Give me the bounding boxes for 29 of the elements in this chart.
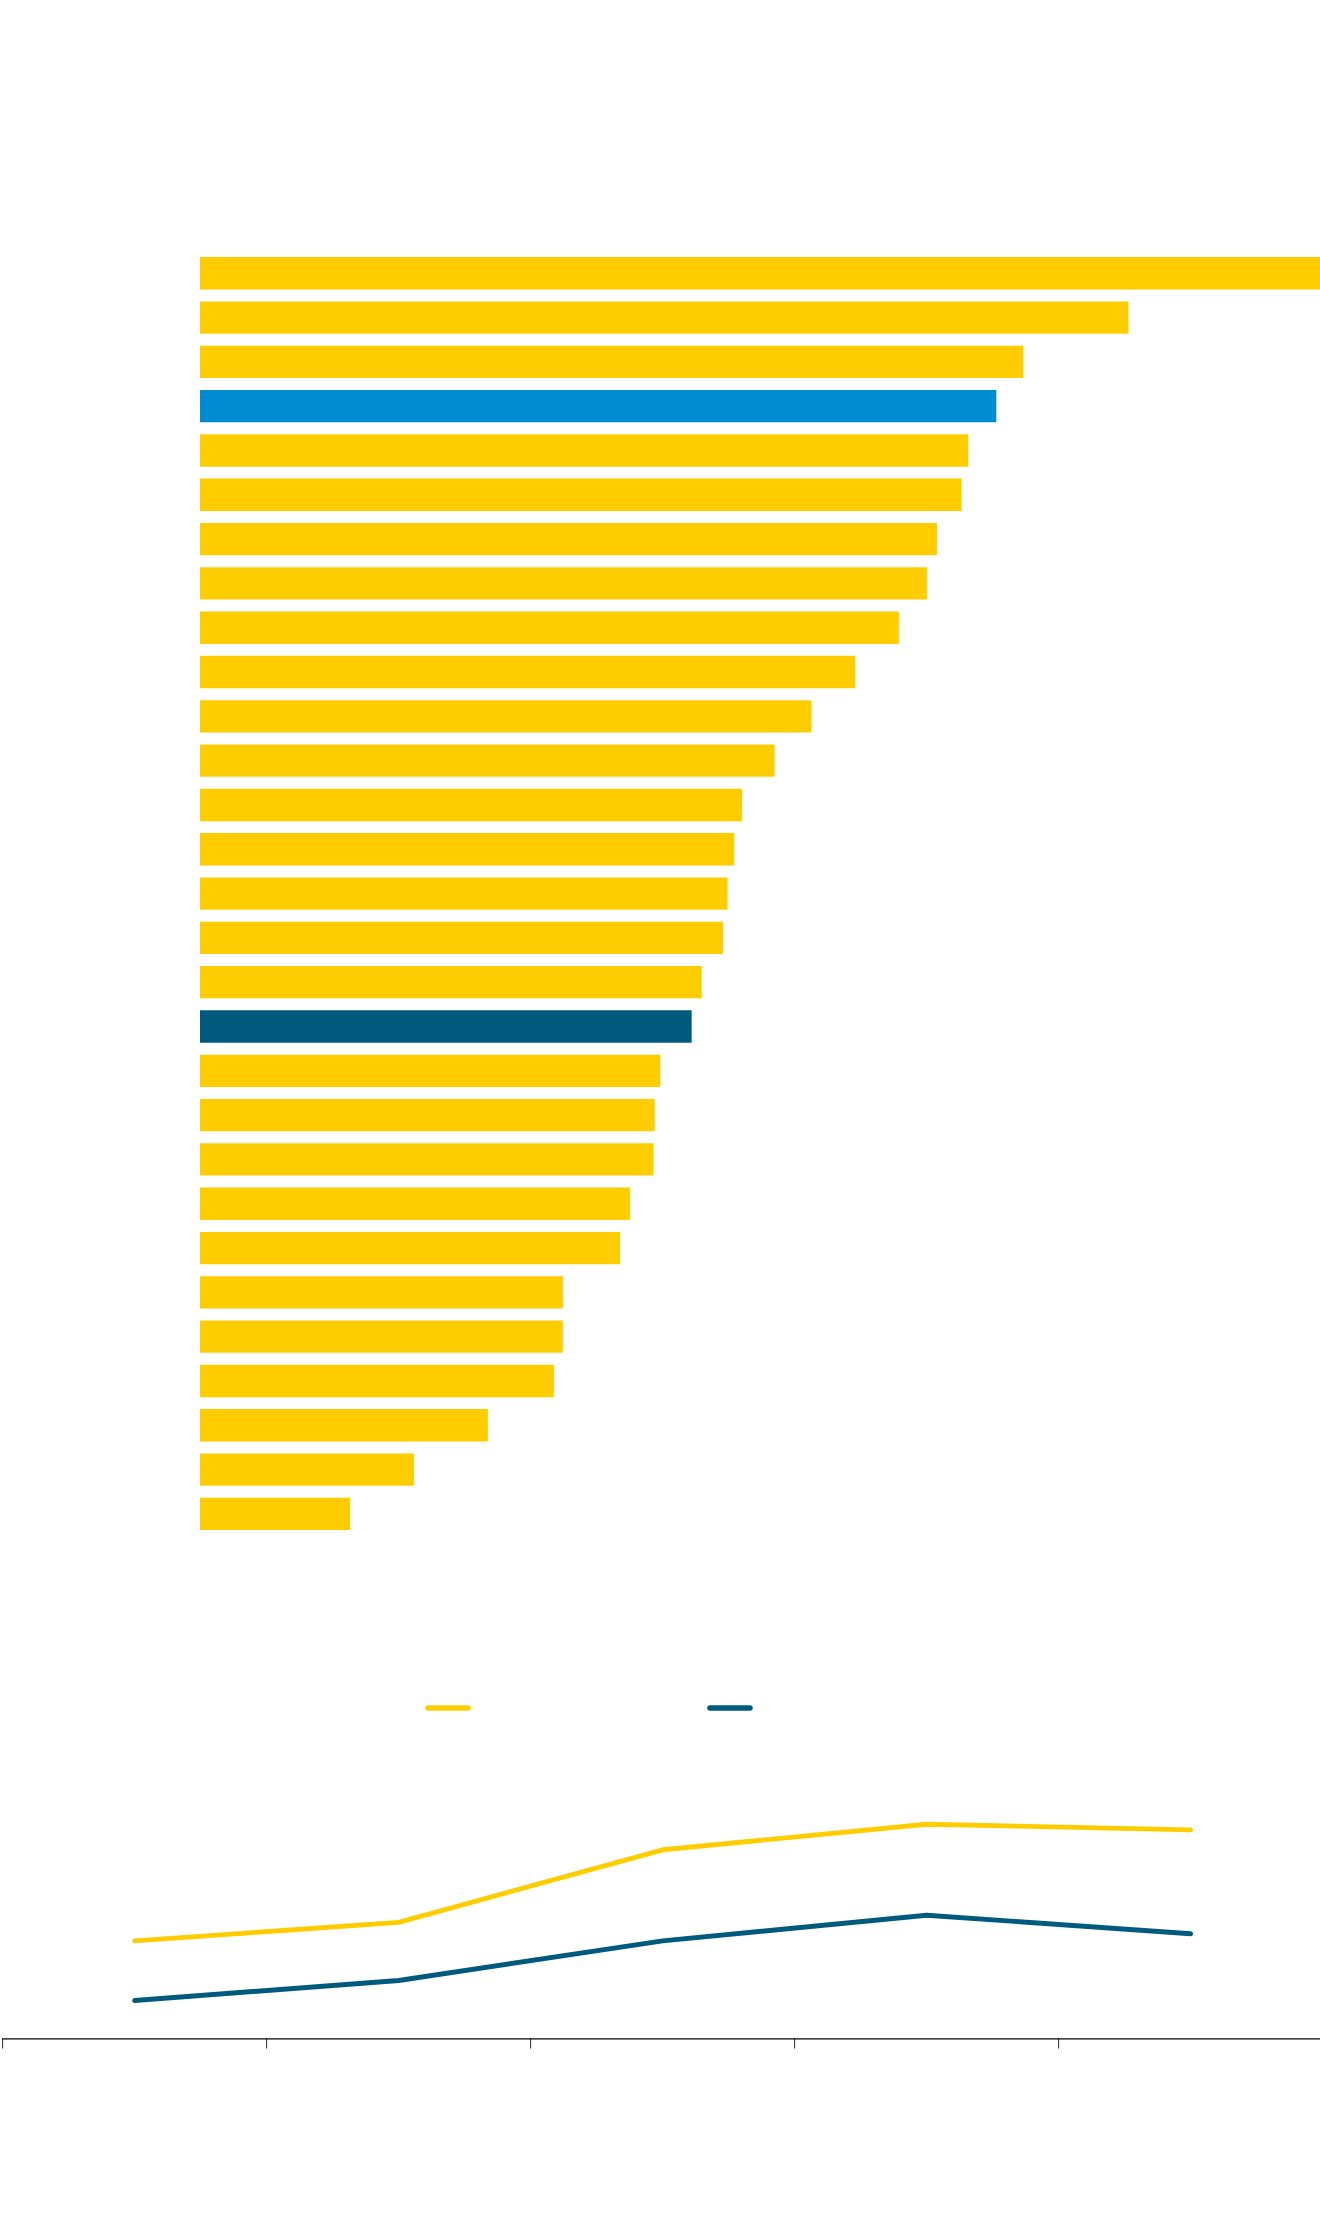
bar	[199, 1409, 488, 1442]
bar	[199, 1010, 692, 1043]
bar	[199, 257, 1320, 290]
bar	[199, 700, 812, 733]
bar	[199, 1187, 631, 1220]
bar	[199, 345, 1024, 379]
bar	[199, 478, 962, 511]
bar	[199, 788, 743, 822]
bar	[199, 434, 969, 467]
bar	[199, 1364, 554, 1398]
bar	[199, 1231, 620, 1265]
bar	[199, 1276, 563, 1309]
bar	[199, 522, 937, 556]
bar	[199, 611, 899, 644]
bar	[199, 301, 1129, 334]
bar	[199, 1453, 414, 1486]
bar	[199, 744, 775, 777]
bar	[199, 567, 927, 600]
bar	[199, 1098, 655, 1132]
bar	[199, 1320, 563, 1353]
bar	[199, 1497, 351, 1531]
bar	[199, 833, 735, 866]
bar	[199, 921, 724, 955]
bar	[199, 966, 702, 999]
bar	[199, 390, 997, 423]
bar	[199, 877, 728, 910]
bar	[199, 655, 856, 689]
bar	[199, 1054, 661, 1087]
bar	[199, 1143, 654, 1176]
